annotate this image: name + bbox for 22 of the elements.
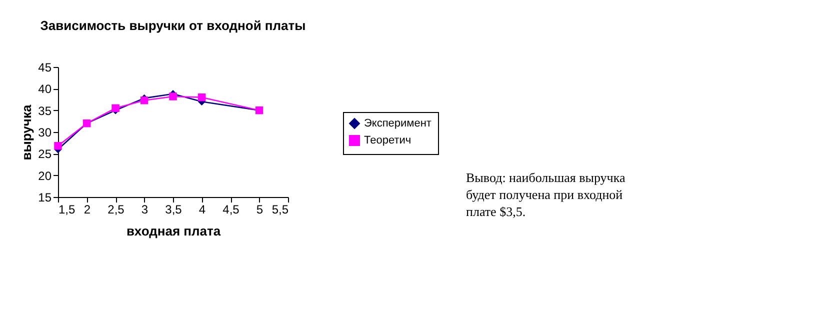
x-tick-label: 4 [198,202,206,216]
x-tick-label: 3 [141,202,148,216]
x-tick-label: 2 [84,202,91,216]
x-tick-label: 5,5 [272,202,289,216]
y-tick-label: 30 [38,126,52,140]
x-axis-title: входная плата [126,224,222,238]
text: Вывод: наибольшая выручка будет получена при входной плате $3,5. [466,170,626,219]
legend-label: Эксперимент [364,118,432,130]
y-tick-label: 40 [38,82,52,96]
y-tick-label: 25 [38,147,52,162]
y-tick-label: 35 [38,104,52,118]
chart-title: Зависимость выручки от входной платы [40,18,306,33]
x-tick-label: 4,5 [222,202,240,216]
x-tick-label: 1,5 [58,202,76,216]
y-tick-label: 20 [38,168,52,183]
y-axis-title: выручка [19,104,34,160]
y-tick-label: 45 [38,60,52,74]
legend-label: Теоретич [364,134,412,146]
y-tick-label: 15 [38,190,52,204]
x-tick-label: 3,5 [165,202,182,216]
x-tick-label: 2,5 [108,202,125,216]
x-tick-label: 5 [256,202,264,216]
